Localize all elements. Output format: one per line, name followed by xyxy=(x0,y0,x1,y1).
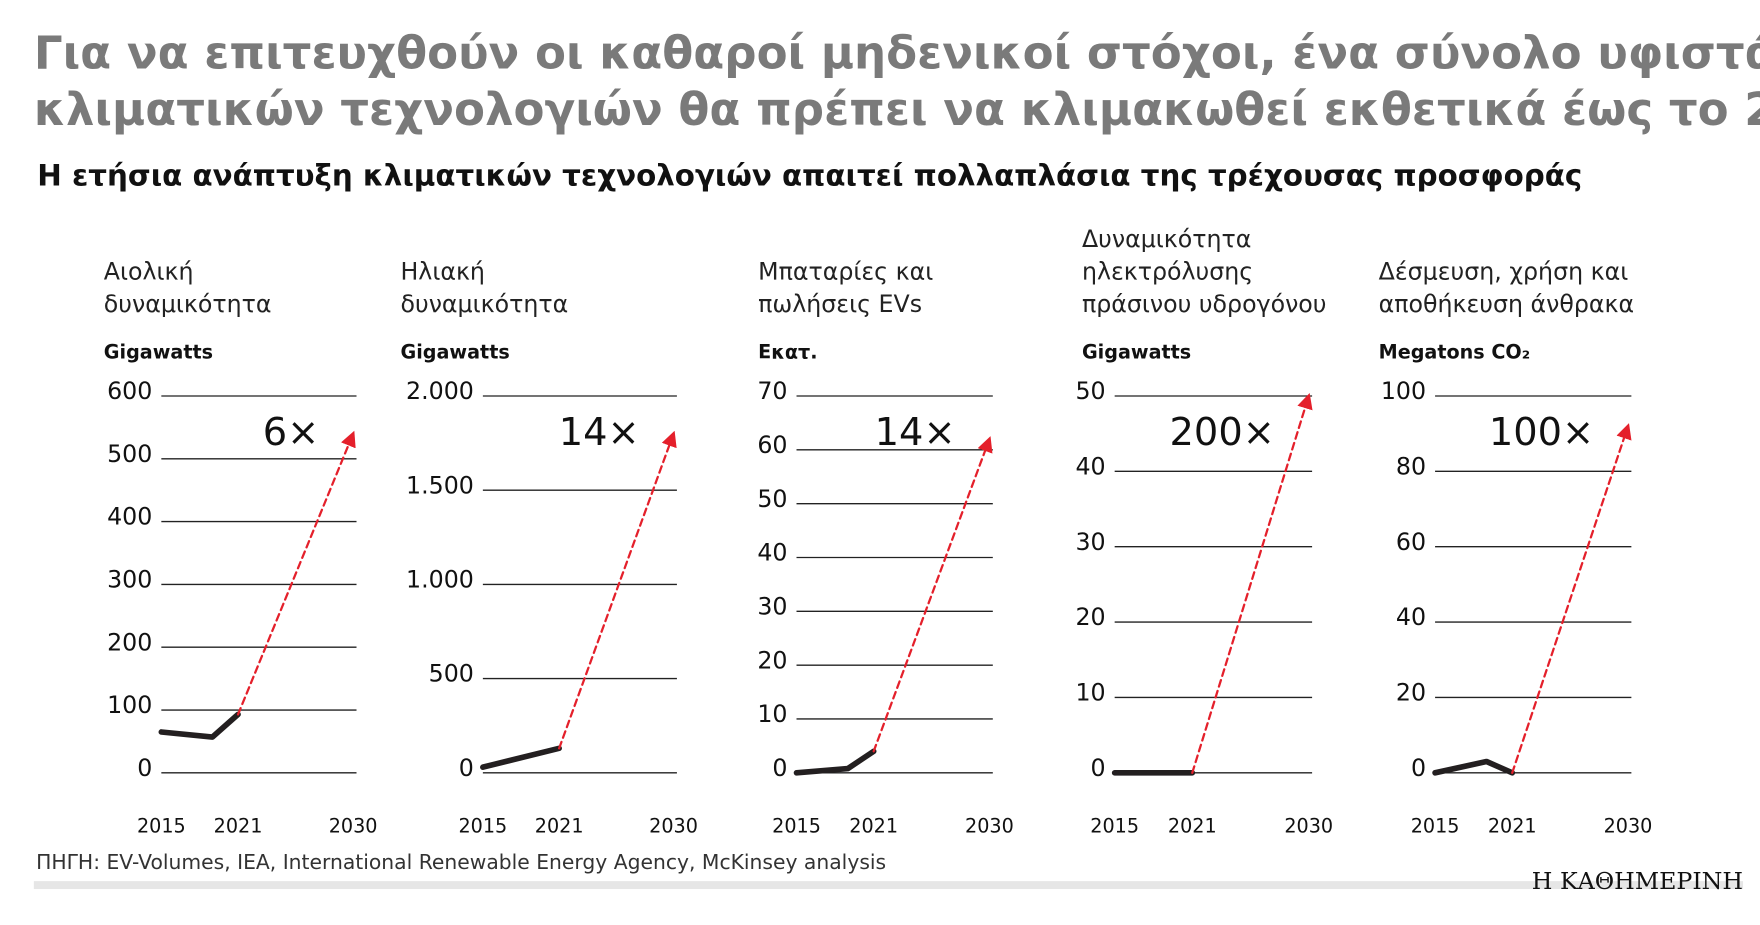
y-axis-label: Εκατ. xyxy=(758,341,817,364)
projection-line xyxy=(1511,423,1632,774)
y-tick-label: 30 xyxy=(757,592,787,620)
panel-title: ηλεκτρόλυσης xyxy=(1082,258,1253,286)
multiplier-annotation: 100× xyxy=(1489,410,1594,455)
x-tick-label: 2015 xyxy=(137,814,186,837)
x-tick-label: 2015 xyxy=(1411,814,1460,837)
y-tick-label: 0 xyxy=(772,754,787,782)
x-tick-label: 2015 xyxy=(1090,814,1139,837)
title: κλιματικών τεχνολογιών θα πρέπει να κλιμ… xyxy=(34,83,1760,136)
y-axis-label: Gigawatts xyxy=(1082,341,1191,364)
panel-title: δυναμικότητα xyxy=(104,290,272,318)
title: Για να επιτευχθούν οι καθαροί μηδενικοί … xyxy=(34,26,1760,79)
panel-title: πωλήσεις EVs xyxy=(758,290,922,318)
y-tick-label: 40 xyxy=(1396,603,1426,631)
panel-title: Ηλιακή xyxy=(401,258,485,286)
y-axis-label: Gigawatts xyxy=(401,341,510,364)
y-tick-label: 50 xyxy=(1075,377,1105,405)
y-tick-label: 0 xyxy=(459,754,474,782)
brand: Η ΚΑΘΗΜΕΡΙΝΗ xyxy=(1532,867,1743,895)
x-tick-label: 2021 xyxy=(214,814,263,837)
data-line xyxy=(793,748,877,776)
multiplier-annotation: 6× xyxy=(263,410,320,455)
y-axis-label: Gigawatts xyxy=(104,341,213,364)
data-line xyxy=(1432,758,1516,776)
y-tick-label: 0 xyxy=(1411,754,1426,782)
panel-title: Μπαταρίες και xyxy=(758,258,933,286)
y-tick-label: 500 xyxy=(107,440,152,468)
multiplier-annotation: 200× xyxy=(1170,410,1275,455)
y-tick-label: 100 xyxy=(1381,377,1426,405)
multiplier-annotation: 14× xyxy=(875,410,956,455)
subtitle: Η ετήσια ανάπτυξη κλιματικών τεχνολογιών… xyxy=(37,159,1582,193)
x-tick-label: 2021 xyxy=(1488,814,1537,837)
y-tick-label: 80 xyxy=(1396,452,1426,480)
data-line xyxy=(480,745,562,770)
y-tick-label: 2.000 xyxy=(406,377,474,405)
y-tick-label: 0 xyxy=(137,754,152,782)
panel-title: δυναμικότητα xyxy=(401,290,569,318)
y-axis-label: Megatons CO₂ xyxy=(1379,341,1530,364)
y-tick-label: 10 xyxy=(1075,679,1105,707)
multiplier-annotation: 14× xyxy=(559,410,640,455)
y-tick-label: 400 xyxy=(107,503,152,531)
panel-title: Αιολική xyxy=(104,258,194,286)
y-tick-label: 10 xyxy=(757,700,787,728)
y-tick-label: 50 xyxy=(757,485,787,513)
x-tick-label: 2030 xyxy=(965,814,1014,837)
x-tick-label: 2021 xyxy=(535,814,584,837)
panel-title: Δέσμευση, χρήση και xyxy=(1379,258,1629,286)
x-tick-label: 2015 xyxy=(772,814,821,837)
projection-line xyxy=(1191,392,1313,774)
y-tick-label: 100 xyxy=(107,691,152,719)
y-tick-label: 60 xyxy=(1396,528,1426,556)
y-tick-label: 300 xyxy=(107,566,152,594)
y-tick-label: 600 xyxy=(107,377,152,405)
x-tick-label: 2030 xyxy=(329,814,378,837)
y-tick-label: 20 xyxy=(1075,603,1105,631)
y-tick-label: 60 xyxy=(757,431,787,459)
panel-title: αποθήκευση άνθρακα xyxy=(1379,290,1634,318)
x-tick-label: 2030 xyxy=(1604,814,1653,837)
panel-title: πράσινου υδρογόνου xyxy=(1082,290,1327,318)
panel-title: Δυναμικότητα xyxy=(1082,225,1251,253)
projection-line xyxy=(872,436,993,753)
y-tick-label: 70 xyxy=(757,377,787,405)
footer-bar xyxy=(33,881,1744,890)
y-tick-label: 0 xyxy=(1091,754,1106,782)
data-line xyxy=(158,711,241,740)
y-tick-label: 1.500 xyxy=(406,471,474,499)
projection-line xyxy=(558,430,677,750)
x-tick-label: 2021 xyxy=(1168,814,1217,837)
projection-line xyxy=(236,430,356,716)
x-tick-label: 2030 xyxy=(1284,814,1333,837)
y-tick-label: 20 xyxy=(757,646,787,674)
source: ΠΗΓΗ: EV-Volumes, IEA, International Ren… xyxy=(36,850,886,874)
y-tick-label: 200 xyxy=(107,628,152,656)
x-tick-label: 2015 xyxy=(458,814,507,837)
y-tick-label: 20 xyxy=(1396,679,1426,707)
y-tick-label: 40 xyxy=(1075,452,1105,480)
y-tick-label: 30 xyxy=(1075,528,1105,556)
x-tick-label: 2030 xyxy=(649,814,698,837)
y-tick-label: 500 xyxy=(429,660,474,688)
y-tick-label: 40 xyxy=(757,539,787,567)
y-tick-label: 1.000 xyxy=(406,566,474,594)
x-tick-label: 2021 xyxy=(849,814,898,837)
